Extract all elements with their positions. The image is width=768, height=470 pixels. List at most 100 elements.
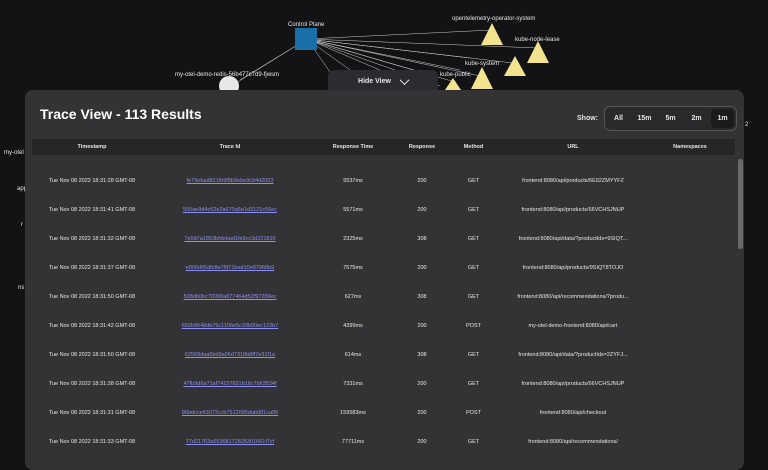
hide-view-button[interactable]: Hide View [328,70,438,92]
page-title: Trace View - 113 Results [40,106,202,122]
control-plane-node [295,28,317,50]
table-row: Tue Nov 08 2022 18:31:50 GMT-08 598db0bc… [32,282,735,311]
cell-url: frontend:8080/api/products/6E92ZMYYFZ [522,177,624,184]
cell-response: 200 [417,206,427,213]
cell-response: 308 [417,235,427,242]
scrollbar-thumb[interactable] [738,159,743,249]
table-row: Tue Nov 08 2022 18:31:50 GMT-08 62569daa… [32,340,735,369]
cell-trace-id-link[interactable]: e006d05dfc8e75f71bad10e87968b9 [185,264,275,271]
cell-url: my-otel-demo-frontend:8080/api/cart [528,322,618,329]
cell-response: 200 [417,409,427,416]
header-response[interactable]: Response [408,144,436,150]
cell-timestamp: Tue Nov 08 2022 18:31:37 GMT-08 [48,264,136,271]
cell-method: POST [466,409,481,416]
cell-response-time: 614ms [344,351,362,358]
chevron-down-icon [399,74,410,85]
cell-trace-id-link[interactable]: 86bdcce63072ccb7512095dab081ca95 [181,409,279,416]
cell-response-time: 77711ms [341,438,365,445]
cell-timestamp: Tue Nov 08 2022 18:31:42 GMT-08 [48,322,136,329]
partial-ns-label: ns [18,285,25,291]
kube-node-lease-label: kube-node-lease [515,37,560,43]
cell-url: frontend:8080/api/data/?productIds=9SIQT… [518,235,628,242]
cell-method: GET [467,235,480,242]
range-15m-button[interactable]: 15m [637,115,652,122]
cell-response-time: 5571ms [343,206,363,213]
cell-response-time: 627ms [344,293,362,300]
partial-app-label: app [17,186,28,192]
range-button-group: All 15m 5m 2m 1m [604,106,737,131]
otel-operator-node [481,23,503,45]
range-2m-button[interactable]: 2m [691,115,702,122]
header-response-time[interactable]: Response Time [332,144,374,150]
kube-node-lease-node [527,41,549,63]
table-header: Timestamp Trace Id Response Time Respons… [32,139,735,155]
trace-table-body: Tue Nov 08 2022 18:31:28 GMT-08 fe79ebad… [32,166,735,456]
table-row: Tue Nov 08 2022 18:31:32 GMT-08 7e0d7a18… [32,224,735,253]
cell-trace-id-link[interactable]: 7e0d7a1853bfdebad1fe9cc3d221810 [184,235,276,242]
cell-response: 308 [417,293,427,300]
kube-public-label: kube-public [440,72,471,78]
cell-response-time: 4399ms [343,322,363,329]
trace-view-panel: Trace View - 113 Results Show: All 15m 5… [25,90,744,470]
time-range-filter: Show: All 15m 5m 2m 1m [577,106,737,131]
partial-right-label: 2 [745,122,749,128]
header-trace-id[interactable]: Trace Id [219,144,241,150]
cell-timestamp: Tue Nov 08 2022 18:31:50 GMT-08 [48,351,136,358]
cell-response-time: 7331ms [343,380,363,387]
cell-url: frontend:8080/api/checkout [539,409,607,416]
cell-response: 200 [417,177,427,184]
otel-operator-label: opentelemetry-operator-system [452,16,536,22]
cell-response: 200 [417,438,427,445]
cell-timestamp: Tue Nov 08 2022 18:31:41 GMT-08 [48,206,136,213]
partial-r-label: r [21,222,23,228]
cell-trace-id-link[interactable]: 62569daa5bd9a06d7318b8ff7e31f1a [184,351,276,358]
cell-response: 200 [417,264,427,271]
table-row: Tue Nov 08 2022 18:31:37 GMT-08 e006d05d… [32,253,735,282]
table-row: Tue Nov 08 2022 18:31:31 GMT-08 86bdcce6… [32,398,735,427]
kube-system-label: kube-system [465,61,500,67]
table-row: Tue Nov 08 2022 18:31:28 GMT-08 fe79ebad… [32,166,735,195]
cell-response: 200 [417,380,427,387]
range-1m-button[interactable]: 1m [711,109,734,128]
cell-url: frontend:8080/api/data/?productIds=2ZYFJ… [518,351,628,358]
cell-response-time: 159583ms [340,409,366,416]
range-all-button[interactable]: All [614,115,623,122]
redis-pod-label: my-otel-demo-redis-56b477c7d9-fjwsm [175,72,280,78]
kube-system-node [471,67,493,89]
cell-url: frontend:8080/api/products/66VCHSJNUP [521,206,625,213]
cell-url: frontend:8080/api/recommendations/?produ… [517,293,629,300]
cell-trace-id-link[interactable]: 47fb9d6a71af74157831b16c7b63524f [183,380,277,387]
cell-timestamp: Tue Nov 08 2022 18:31:33 GMT-08 [48,438,136,445]
cell-trace-id-link[interactable]: 77d21763a55368172825301661f7cf [185,438,275,445]
cell-response-time: 2325ms [343,235,363,242]
cell-method: GET [467,264,480,271]
range-5m-button[interactable]: 5m [665,115,676,122]
header-url[interactable]: URL [567,144,579,150]
cell-timestamp: Tue Nov 08 2022 18:31:28 GMT-08 [48,177,136,184]
cell-timestamp: Tue Nov 08 2022 18:31:50 GMT-08 [48,293,136,300]
cell-method: GET [467,206,480,213]
table-scrollbar[interactable] [738,139,743,439]
header-method[interactable]: Method [463,144,484,150]
cell-method: POST [466,322,481,329]
header-timestamp[interactable]: Timestamp [77,144,107,150]
partial-left-label: my-otel [4,150,24,156]
table-row: Tue Nov 08 2022 18:31:42 GMT-08 692b9648… [32,311,735,340]
cell-trace-id-link[interactable]: 598db0bc70099a877464d52f97289ec [183,293,277,300]
cell-trace-id-link[interactable]: 550ae9d4c62e2a670a5e1d3121c56ec [183,206,277,213]
cell-method: GET [467,293,480,300]
cell-response-time: 7575ms [343,264,363,271]
cell-response: 308 [417,351,427,358]
control-plane-label: Control Plane [288,22,325,28]
cell-timestamp: Tue Nov 08 2022 18:31:31 GMT-08 [48,409,136,416]
cell-trace-id-link[interactable]: fe79ebad821fb9f5b9ebe9c94d2003 [186,177,274,184]
cell-url: frontend:8080/api/recommendations/ [528,438,618,445]
cell-trace-id-link[interactable]: 692b9648db75c1106e5c33b90ec122b7 [181,322,279,329]
table-row: Tue Nov 08 2022 18:31:41 GMT-08 550ae9d4… [32,195,735,224]
cell-timestamp: Tue Nov 08 2022 18:31:38 GMT-08 [48,380,136,387]
header-namespaces[interactable]: Namespaces [673,144,707,150]
show-label: Show: [577,115,598,122]
cell-url: frontend:8080/api/products/66VCHSJNUP [521,380,625,387]
cell-url: frontend:8080/api/products/9SIQT8TOJO [522,264,624,271]
cell-response-time: 5537ms [343,177,363,184]
